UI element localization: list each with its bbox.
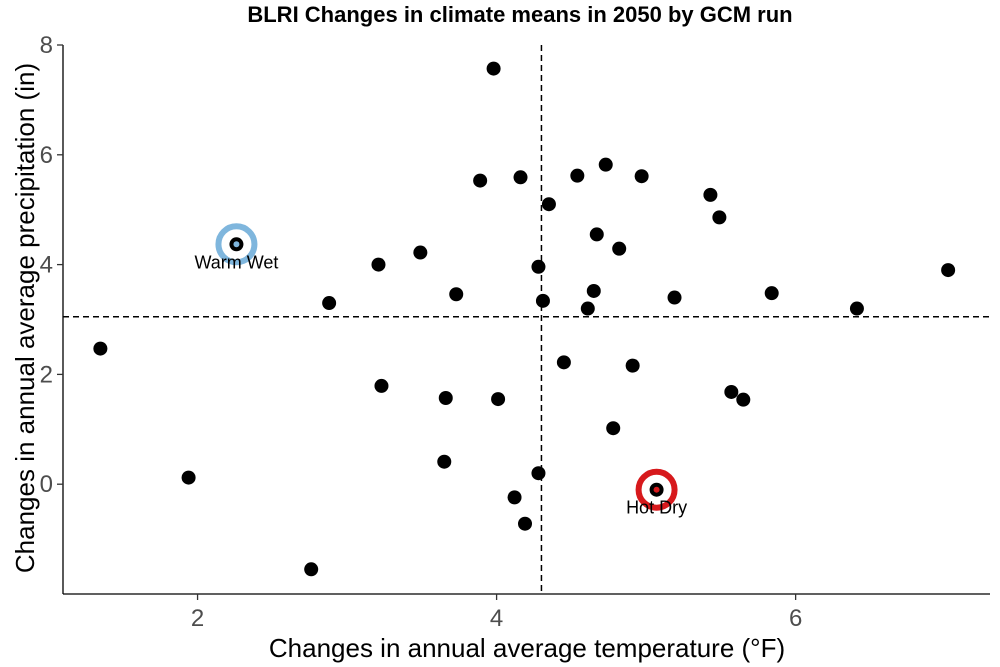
data-point <box>531 259 546 274</box>
data-points <box>93 61 956 577</box>
data-point <box>449 287 464 302</box>
reference-lines <box>63 45 990 594</box>
data-point <box>413 245 428 260</box>
x-tick-label: 6 <box>789 605 802 632</box>
data-point <box>304 562 319 577</box>
highlight-center <box>653 486 660 493</box>
x-tick-label: 4 <box>490 605 503 632</box>
data-point <box>606 421 621 436</box>
y-tick-label: 2 <box>40 361 53 388</box>
x-axis-label: Changes in annual average temperature (°… <box>269 633 785 663</box>
highlighted-points: Warm Wet Hot Dry <box>194 223 687 518</box>
data-point <box>513 170 528 185</box>
data-point <box>181 470 196 485</box>
data-point <box>736 392 751 407</box>
data-point <box>438 391 453 406</box>
y-axis-label: Changes in annual average precipitation … <box>10 63 40 573</box>
y-tick-label: 0 <box>40 471 53 498</box>
y-tick-label: 8 <box>40 32 53 59</box>
data-point <box>541 197 556 212</box>
data-point <box>491 392 506 407</box>
y-tick-label: 4 <box>40 252 53 279</box>
data-point <box>625 358 640 373</box>
data-point <box>322 296 337 311</box>
data-point <box>556 355 571 370</box>
highlight-label: Hot Dry <box>626 498 687 518</box>
data-point <box>437 454 452 469</box>
data-point <box>586 283 601 298</box>
data-point <box>580 301 595 316</box>
data-point <box>371 257 386 272</box>
highlight-ring <box>215 223 258 266</box>
data-point <box>612 241 627 256</box>
data-point <box>598 157 613 172</box>
data-point <box>535 293 550 308</box>
data-point <box>849 301 864 316</box>
data-point <box>764 286 779 301</box>
data-point <box>712 210 727 225</box>
data-point <box>374 378 389 393</box>
highlight-ring <box>635 468 678 511</box>
data-point <box>486 61 501 76</box>
chart-title: BLRI Changes in climate means in 2050 by… <box>247 2 792 27</box>
data-point <box>724 384 739 399</box>
y-tick-label: 6 <box>40 142 53 169</box>
data-point <box>589 227 604 242</box>
x-axis-ticks: 2 4 6 <box>191 594 802 632</box>
data-point <box>703 187 718 202</box>
data-point <box>667 290 682 305</box>
data-point <box>518 516 533 531</box>
x-tick-label: 2 <box>191 605 204 632</box>
data-point <box>531 466 546 481</box>
data-point <box>634 169 649 184</box>
data-point <box>941 263 956 278</box>
data-point <box>507 490 522 505</box>
highlight-label: Warm Wet <box>194 252 278 272</box>
data-point <box>93 341 108 356</box>
data-point <box>570 168 585 183</box>
data-point <box>473 173 488 188</box>
highlight-center <box>233 241 240 248</box>
y-axis-ticks: 0 2 4 6 8 <box>40 32 63 498</box>
